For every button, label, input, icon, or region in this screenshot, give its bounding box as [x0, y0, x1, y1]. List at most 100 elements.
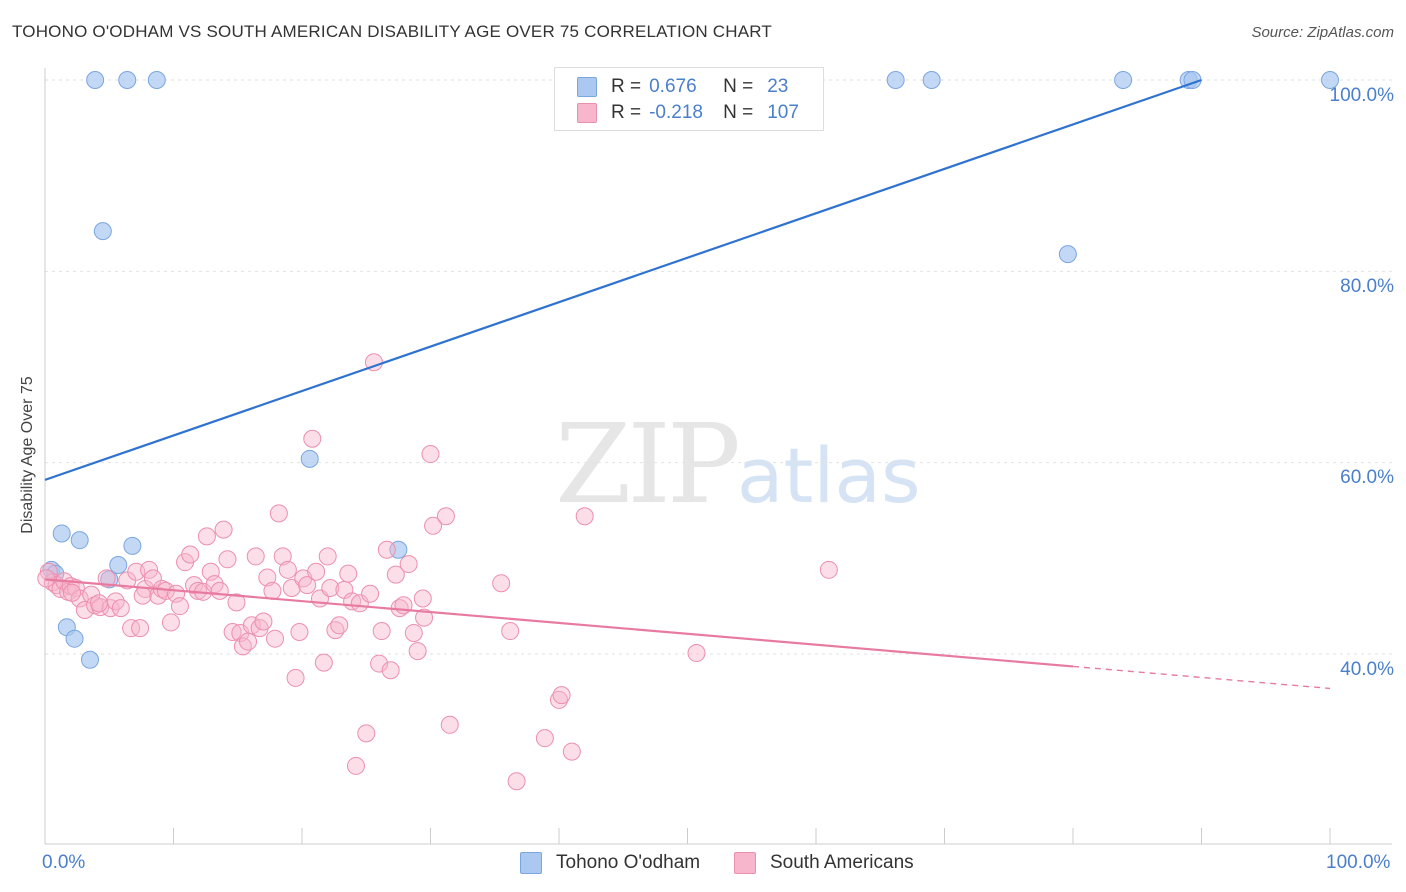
south-american-point: [501, 622, 520, 641]
south-american-point: [161, 613, 180, 632]
south-american-point: [819, 560, 838, 579]
bottom-legend-label: South Americans: [770, 852, 914, 873]
tohono-point: [70, 531, 89, 550]
south-american-point: [223, 622, 242, 641]
south-american-point: [421, 445, 440, 464]
south-american-point: [282, 578, 301, 597]
south-american-point: [269, 504, 288, 523]
south-american-point: [399, 555, 418, 574]
legend-swatch-pink: [577, 103, 597, 123]
south-american-point: [314, 653, 333, 672]
watermark-zip: ZIP: [555, 400, 741, 528]
tohono-point: [300, 449, 319, 468]
south-american-point: [133, 586, 152, 605]
south-american-point: [440, 715, 459, 734]
south-american-point: [239, 632, 258, 651]
legend: R = 0.676 N = 23 R = -0.218 N = 107: [554, 67, 824, 131]
tohono-trend-line: [44, 78, 1202, 481]
south-american-point: [218, 550, 237, 569]
south-american-point: [278, 560, 297, 579]
south-american-point: [197, 527, 216, 546]
south-american-point: [552, 686, 571, 705]
south-american-point: [140, 560, 159, 579]
south-american-point: [210, 581, 229, 600]
legend-row-tohono: R = 0.676 N = 23: [577, 74, 788, 100]
south-american-point: [413, 589, 432, 608]
south-american-point: [575, 507, 594, 526]
watermark: ZIPatlas: [555, 400, 921, 528]
south-american-point: [562, 742, 581, 761]
south-american-point: [97, 569, 116, 588]
south-american-point: [263, 581, 282, 600]
bottom-legend-tohono: Tohono O'odham: [520, 852, 700, 874]
bottom-legend-swatch-blue: [520, 852, 542, 874]
south-american-point: [372, 622, 391, 641]
south-american-point: [507, 772, 526, 791]
tohono-point: [123, 536, 142, 555]
south-american-point: [62, 583, 81, 602]
tohono-point: [86, 71, 105, 89]
bottom-legend-label: Tohono O'odham: [556, 852, 701, 873]
south-american-point: [370, 654, 389, 673]
legend-n-label: N =: [723, 76, 754, 97]
bottom-legend-swatch-pink: [734, 852, 756, 874]
legend-r-value: -0.218: [649, 102, 703, 123]
south-american-point: [377, 540, 396, 559]
south-american-point: [321, 578, 340, 597]
watermark-atlas: atlas: [736, 431, 921, 520]
chart-title: TOHONO O'ODHAM VS SOUTH AMERICAN DISABIL…: [12, 22, 773, 41]
south-american-point: [298, 576, 317, 595]
south-american-point: [266, 629, 285, 648]
south-american-point: [535, 729, 554, 748]
south-american-point: [143, 569, 162, 588]
y-tick-label: 100.0%: [1329, 85, 1394, 106]
legend-swatch-blue: [577, 77, 597, 97]
south-american-point: [254, 612, 273, 631]
south-american-point: [290, 622, 309, 641]
south-american-point: [318, 547, 337, 566]
south-american-point: [424, 516, 443, 535]
south-american-point: [346, 756, 365, 775]
tohono-point: [147, 71, 166, 89]
south-american-trend-extension: [1072, 665, 1331, 690]
south-american-point: [227, 593, 246, 612]
y-tick-label: 40.0%: [1340, 659, 1394, 680]
south-american-point: [181, 545, 200, 564]
tohono-point: [118, 71, 137, 89]
south-american-point: [307, 562, 326, 581]
south-american-point: [286, 668, 305, 687]
south-american-point: [404, 623, 423, 642]
south-american-point: [170, 597, 189, 616]
south-american-point: [303, 429, 322, 448]
south-american-point: [131, 619, 150, 638]
y-tick-label: 60.0%: [1340, 467, 1394, 488]
south-american-point: [357, 724, 376, 743]
legend-n-value: 107: [767, 102, 799, 123]
legend-r-value: 0.676: [649, 76, 697, 97]
y-tick-label: 80.0%: [1340, 276, 1394, 297]
south-american-point: [436, 507, 455, 526]
south-american-point: [233, 637, 252, 656]
legend-r-label: R =: [611, 76, 642, 97]
legend-row-south-americans: R = -0.218 N = 107: [577, 100, 799, 126]
tohono-point: [1321, 71, 1339, 89]
south-american-trend-line: [44, 578, 1074, 668]
south-american-point: [246, 547, 265, 566]
tohono-point: [886, 71, 905, 89]
tohono-point: [109, 556, 128, 575]
south-american-point: [492, 574, 511, 593]
south-american-point: [214, 520, 233, 539]
south-american-point: [330, 616, 349, 635]
south-american-point: [408, 642, 427, 661]
tohono-point: [922, 71, 941, 89]
south-american-point: [339, 564, 358, 583]
tohono-point: [80, 650, 99, 669]
tohono-point: [1058, 245, 1077, 264]
bottom-legend-south-americans: South Americans: [734, 852, 914, 874]
x-tick-label: 100.0%: [1326, 852, 1391, 873]
south-american-point: [258, 568, 277, 587]
legend-n-label: N =: [723, 102, 754, 123]
tohono-point: [1114, 71, 1133, 89]
tohono-point: [52, 524, 71, 543]
